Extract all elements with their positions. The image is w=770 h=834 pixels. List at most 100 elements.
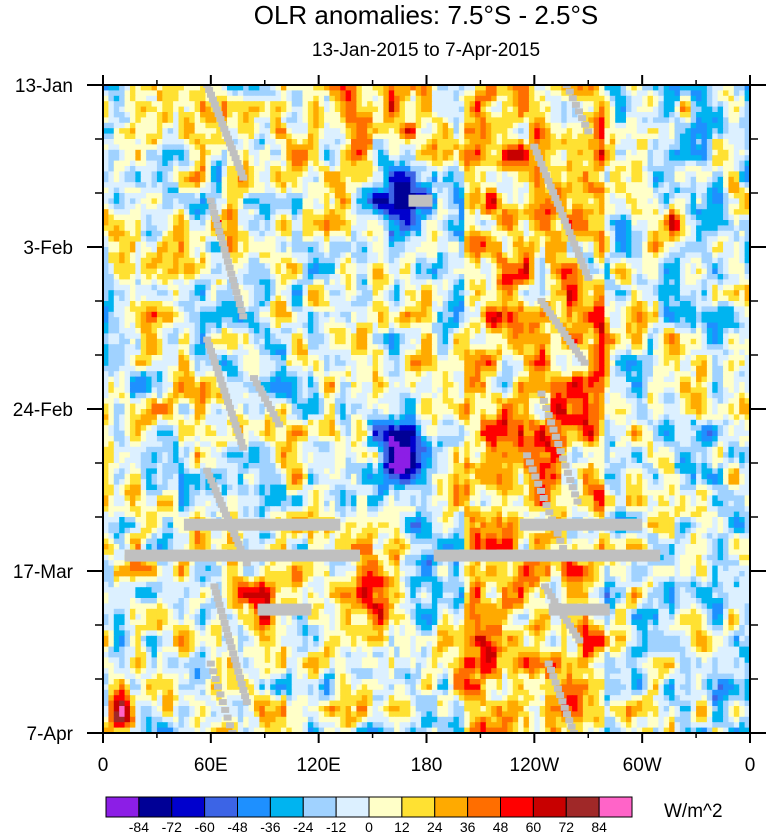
anomaly-cell: [523, 85, 530, 91]
anomaly-cell: [297, 263, 304, 270]
anomaly-cell: [302, 268, 309, 275]
anomaly-cell: [404, 236, 411, 243]
anomaly-cell: [253, 203, 260, 210]
anomaly-cell: [248, 295, 255, 302]
anomaly-cell: [307, 112, 314, 118]
anomaly-cell: [717, 128, 724, 135]
anomaly-cell: [442, 166, 449, 172]
anomaly-cell: [534, 268, 541, 275]
anomaly-cell: [636, 149, 643, 156]
anomaly-cell: [318, 128, 325, 135]
anomaly-cell: [491, 247, 498, 253]
anomaly-cell: [507, 252, 514, 259]
anomaly-cell: [593, 95, 600, 102]
anomaly-cell: [593, 225, 600, 232]
anomaly-cell: [286, 176, 293, 183]
anomaly-cell: [329, 295, 336, 302]
anomaly-cell: [237, 187, 244, 194]
anomaly-cell: [442, 85, 449, 91]
anomaly-cell: [205, 166, 212, 172]
anomaly-cell: [183, 144, 190, 151]
anomaly-cell: [652, 85, 659, 91]
anomaly-cell: [717, 187, 724, 194]
anomaly-cell: [415, 171, 422, 178]
anomaly-cell: [566, 106, 573, 113]
anomaly-cell: [135, 112, 142, 118]
anomaly-cell: [108, 198, 115, 205]
anomaly-cell: [286, 106, 293, 113]
anomaly-cell: [674, 101, 681, 108]
anomaly-cell: [485, 176, 492, 183]
anomaly-cell: [324, 268, 331, 275]
anomaly-cell: [291, 155, 298, 162]
anomaly-cell: [286, 90, 293, 97]
anomaly-cell: [103, 284, 109, 291]
anomaly-cell: [329, 149, 336, 156]
anomaly-cell: [280, 90, 287, 97]
anomaly-cell: [744, 193, 750, 199]
anomaly-cell: [480, 284, 487, 291]
anomaly-cell: [706, 295, 713, 302]
anomaly-cell: [156, 90, 163, 97]
anomaly-cell: [361, 209, 368, 216]
anomaly-cell: [151, 112, 158, 118]
anomaly-cell: [636, 187, 643, 194]
anomaly-cell: [103, 230, 109, 237]
anomaly-cell: [593, 133, 600, 140]
anomaly-cell: [696, 193, 703, 199]
anomaly-cell: [582, 101, 589, 108]
anomaly-cell: [248, 247, 255, 253]
anomaly-cell: [162, 166, 169, 172]
anomaly-cell: [663, 241, 670, 248]
anomaly-cell: [329, 193, 336, 199]
anomaly-cell: [248, 90, 255, 97]
anomaly-cell: [690, 117, 697, 124]
anomaly-cell: [135, 149, 142, 156]
anomaly-cell: [173, 171, 180, 178]
anomaly-cell: [302, 290, 309, 297]
anomaly-cell: [324, 290, 331, 297]
anomaly-cell: [129, 122, 136, 129]
anomaly-cell: [507, 85, 514, 91]
anomaly-cell: [280, 198, 287, 205]
anomaly-cell: [728, 203, 735, 210]
anomaly-cell: [744, 182, 750, 189]
anomaly-cell: [458, 149, 465, 156]
anomaly-cell: [194, 306, 201, 313]
anomaly-cell: [604, 171, 611, 178]
anomaly-cell: [194, 112, 201, 118]
anomaly-cell: [399, 133, 406, 140]
anomaly-cell: [458, 252, 465, 259]
anomaly-cell: [286, 295, 293, 302]
anomaly-cell: [593, 85, 600, 91]
anomaly-cell: [566, 176, 573, 183]
anomaly-cell: [394, 90, 401, 97]
anomaly-cell: [437, 122, 444, 129]
anomaly-cell: [604, 122, 611, 129]
anomaly-cell: [426, 160, 433, 167]
anomaly-cell: [674, 160, 681, 167]
anomaly-cell: [410, 160, 417, 167]
anomaly-cell: [458, 198, 465, 205]
anomaly-cell: [156, 171, 163, 178]
anomaly-cell: [340, 149, 347, 156]
anomaly-cell: [501, 225, 508, 232]
anomaly-cell: [167, 284, 174, 291]
anomaly-cell: [663, 230, 670, 237]
anomaly-cell: [313, 301, 320, 307]
anomaly-cell: [582, 241, 589, 248]
anomaly-cell: [248, 230, 255, 237]
anomaly-cell: [642, 203, 649, 210]
anomaly-cell: [642, 182, 649, 189]
anomaly-cell: [124, 101, 131, 108]
anomaly-cell: [485, 128, 492, 135]
anomaly-cell: [631, 171, 638, 178]
anomaly-cell: [663, 166, 670, 172]
anomaly-cell: [534, 241, 541, 248]
anomaly-cell: [377, 236, 384, 243]
anomaly-cell: [221, 106, 228, 113]
anomaly-cell: [103, 268, 109, 275]
anomaly-cell: [313, 236, 320, 243]
anomaly-cell: [690, 203, 697, 210]
anomaly-cell: [124, 301, 131, 307]
